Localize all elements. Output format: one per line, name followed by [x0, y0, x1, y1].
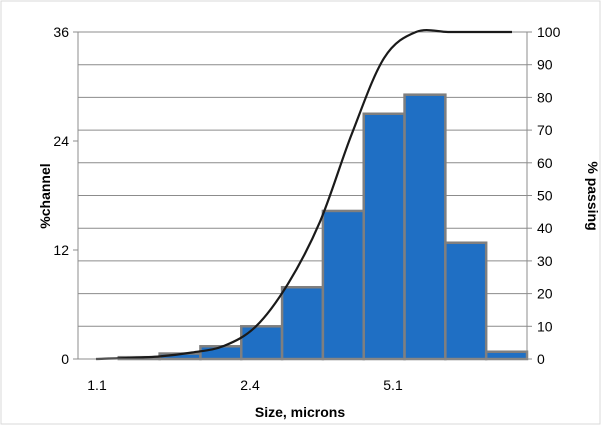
bar-9 — [444, 241, 488, 361]
right-tick-label-1: 10 — [537, 318, 553, 334]
x-tick-label-1: 2.4 — [240, 377, 260, 393]
right-tick-label-6: 60 — [537, 155, 553, 171]
bar-8 — [403, 93, 447, 361]
x-axis-title: Size, microns — [255, 404, 345, 420]
right-tick-label-4: 40 — [537, 220, 553, 236]
bar-5 — [280, 285, 325, 361]
left-tick-label-2: 24 — [53, 133, 69, 149]
bar-6 — [321, 209, 365, 361]
right-tick-label-10: 100 — [537, 24, 561, 40]
x-tick-label-0: 1.1 — [87, 377, 107, 393]
left-tick-label-3: 36 — [53, 24, 69, 40]
right-tick-label-9: 90 — [537, 57, 553, 73]
axes — [73, 31, 532, 360]
cumulative-line-series — [95, 28, 512, 361]
right-tick-label-5: 50 — [537, 188, 553, 204]
tick-labels: 0 12 24 36 0 10 20 30 40 50 60 70 80 90 100 1.1 2.4 5.1 — [53, 24, 560, 393]
x-tick-label-2: 5.1 — [383, 377, 403, 393]
right-tick-label-8: 80 — [537, 89, 553, 105]
bar-7 — [362, 112, 406, 361]
right-tick-label-0: 0 — [537, 351, 545, 367]
right-tick-label-2: 20 — [537, 286, 553, 302]
left-tick-label-0: 0 — [61, 351, 69, 367]
bar-4 — [240, 325, 284, 361]
left-axis-title: %channel — [37, 163, 53, 228]
bar-10 — [484, 350, 529, 361]
right-axis-title: % passing — [585, 161, 601, 230]
cumulative-curve — [95, 28, 512, 361]
left-tick-label-1: 12 — [53, 242, 69, 258]
right-tick-label-3: 30 — [537, 253, 553, 269]
right-tick-label-7: 70 — [537, 122, 553, 138]
